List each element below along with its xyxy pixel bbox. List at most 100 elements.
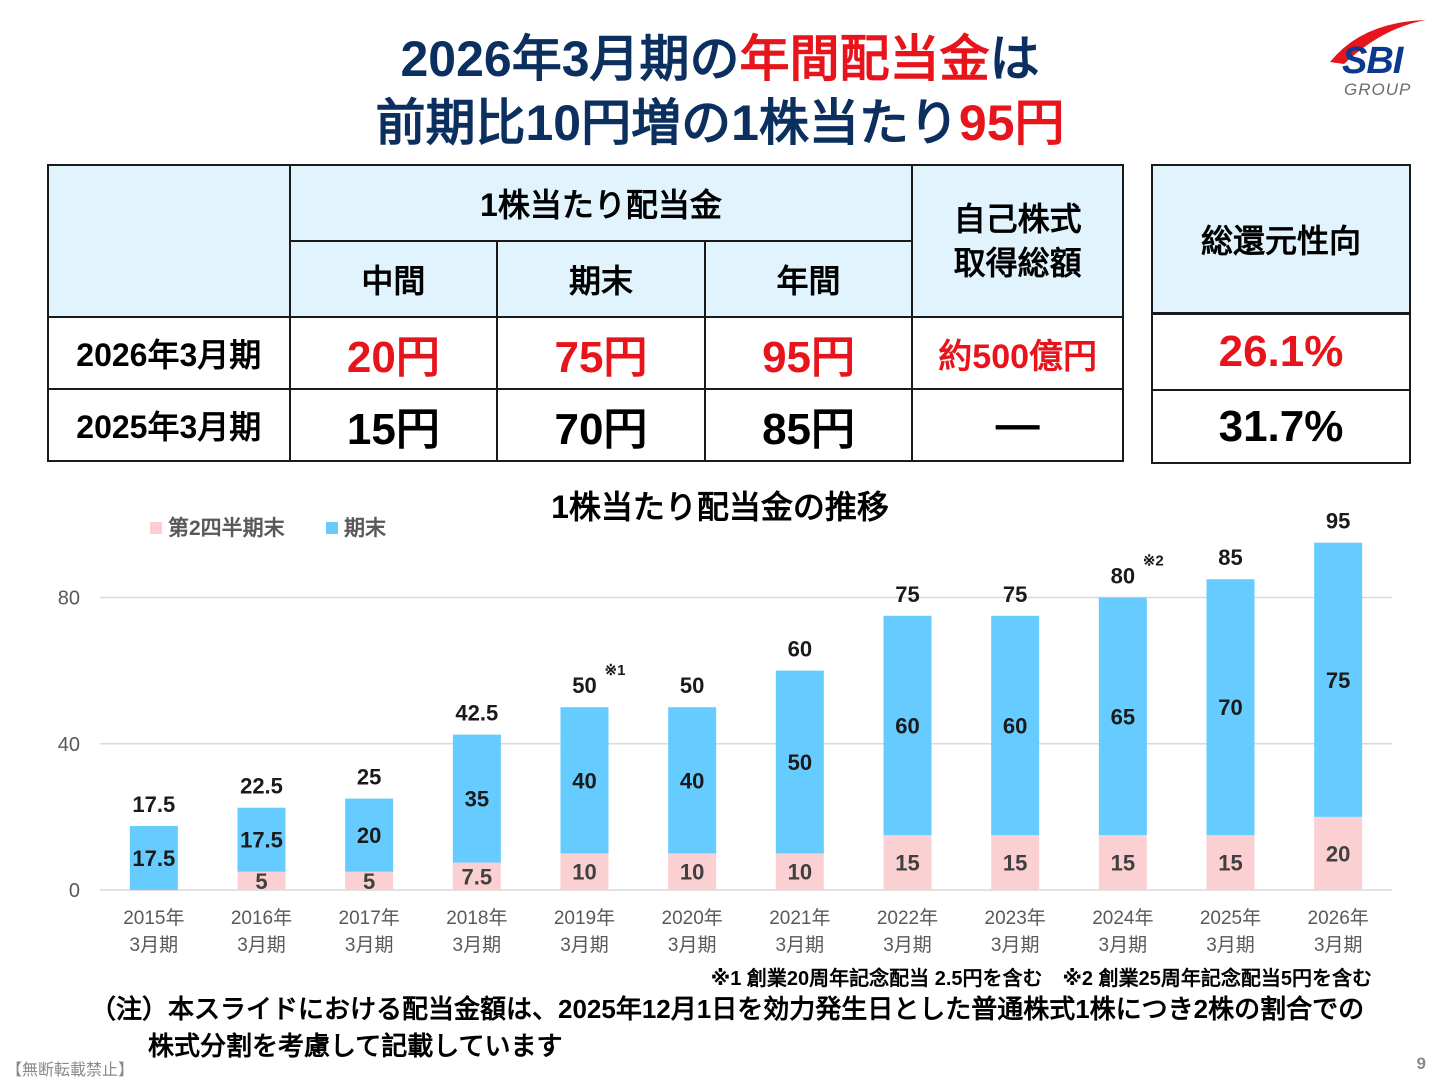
footnote-mark: ※1 [605, 662, 626, 679]
total-label: 25 [357, 765, 381, 790]
x-tick-label: 2024年 [1092, 907, 1153, 929]
x-tick-label: 3月期 [130, 934, 179, 956]
annual-header: 年間 [703, 240, 914, 318]
payout-value: 31.7% [1151, 389, 1411, 464]
legend-label: 第2四半期末 [168, 516, 286, 540]
total-label: 50 [680, 673, 704, 698]
empty-header-cell [47, 164, 291, 318]
title-part: 前期比10円増の1株当たり [375, 95, 959, 151]
x-tick-label: 2018年 [446, 907, 507, 929]
x-tick-label: 3月期 [776, 934, 825, 956]
sbi-group-logo: SBI GROUP [1322, 14, 1432, 104]
x-tick-label: 3月期 [1314, 934, 1363, 956]
total-label: 50 [572, 673, 596, 698]
legend-label: 期末 [344, 516, 387, 540]
segment-label: 60 [895, 713, 919, 738]
x-tick-label: 3月期 [991, 934, 1040, 956]
y-tick-label: 80 [58, 588, 80, 610]
x-tick-label: 3月期 [668, 934, 717, 956]
x-tick-label: 3月期 [560, 934, 609, 956]
x-tick-label: 3月期 [1206, 934, 1255, 956]
bar-segment [129, 826, 178, 890]
page-title-line1: 2026年3月期の年間配当金は [0, 28, 1440, 90]
year-end-header: 期末 [496, 240, 706, 318]
buyback-header: 自己株式 取得総額 [911, 164, 1124, 318]
bar-segment [452, 862, 501, 890]
chart-labels: 17.5 17.5 2015年 3月期 5 17.5 22.5 2016年 3月期 5 20 25 20… [123, 509, 1369, 956]
x-tick-label: 3月期 [1099, 934, 1148, 956]
bar-segment [1206, 579, 1255, 836]
payout-table: 総還元性向 26.1% 31.7% [1151, 164, 1411, 464]
total-label: 60 [788, 637, 812, 662]
title-highlight: 95円 [958, 95, 1065, 151]
segment-label: 10 [680, 860, 704, 885]
segment-label: 75 [1326, 668, 1350, 693]
interim-value: 20円 [288, 316, 499, 390]
bar-segment [237, 871, 286, 890]
chart-grid: 0 40 80 [58, 588, 1392, 902]
total-label: 17.5 [132, 792, 175, 817]
total-label: 22.5 [240, 774, 283, 799]
x-tick-label: 2020年 [662, 907, 723, 929]
bar-segment [1314, 542, 1363, 817]
x-tick-label: 2025年 [1200, 907, 1261, 929]
bar-segment [560, 707, 609, 854]
logo-subtext: GROUP [1344, 80, 1412, 99]
bar-segment [883, 835, 932, 890]
buyback-value: 約500億円 [911, 316, 1124, 390]
bar-segment [237, 807, 286, 872]
segment-label: 40 [572, 768, 596, 793]
payout-header: 総還元性向 [1151, 164, 1411, 314]
annual-value: 95円 [703, 316, 914, 390]
chart-legend: 第2四半期末 期末 [150, 516, 387, 540]
segment-label: 10 [572, 860, 596, 885]
bar-segment [991, 615, 1040, 836]
x-tick-label: 2021年 [769, 907, 830, 929]
page-number: 9 [1416, 1054, 1426, 1073]
bar-segment [668, 853, 717, 890]
segment-label: 65 [1111, 704, 1135, 729]
title-part: 2026年3月期の [400, 31, 740, 87]
x-tick-label: 2022年 [877, 907, 938, 929]
segment-label: 17.5 [132, 846, 175, 871]
dividend-header: 1株当たり配当金 [288, 164, 914, 242]
legend-swatch [150, 522, 162, 534]
y-tick-label: 0 [69, 880, 80, 902]
bar-segment [560, 853, 609, 890]
segment-label: 10 [788, 860, 812, 885]
note-line1: （注）本スライドにおける配当金額は、2025年12月1日を効力発生日とした普通株… [90, 994, 1365, 1024]
bar-segment [345, 871, 394, 890]
segment-label: 15 [1003, 851, 1027, 876]
payout-value: 26.1% [1151, 311, 1411, 391]
segment-label: 20 [357, 823, 381, 848]
footnote: ※1 創業20周年記念配当 2.5円を含む ※2 創業25周年記念配当5円を含む [710, 968, 1372, 990]
dividend-table: 1株当たり配当金 自己株式 取得総額 中間 期末 年間 2026年3月期 20円… [47, 164, 1124, 462]
x-tick-label: 3月期 [345, 934, 394, 956]
total-label: 42.5 [455, 701, 498, 726]
total-label: 75 [895, 582, 919, 607]
bar-segment [1098, 597, 1147, 836]
table-row: 2026年3月期 20円 75円 95円 約500億円 [47, 316, 1124, 390]
x-tick-label: 2017年 [339, 907, 400, 929]
segment-label: 5 [363, 869, 375, 894]
segment-label: 5 [255, 869, 267, 894]
title-highlight: 年間配当金 [739, 31, 990, 87]
buyback-value: ― [911, 388, 1124, 462]
row-label: 2026年3月期 [47, 316, 291, 390]
bar-segment [1314, 816, 1363, 890]
interim-value: 15円 [288, 388, 499, 462]
bar-segment [775, 853, 824, 890]
title-part: は [989, 31, 1040, 87]
segment-label: 50 [788, 750, 812, 775]
logo-swoosh-icon [1330, 20, 1426, 64]
footnote-mark: ※2 [1143, 553, 1164, 570]
segment-label: 70 [1218, 695, 1242, 720]
x-tick-label: 2019年 [554, 907, 615, 929]
total-label: 95 [1326, 509, 1350, 534]
segment-label: 40 [680, 768, 704, 793]
x-tick-label: 2015年 [123, 907, 184, 929]
year-end-value: 75円 [496, 316, 706, 390]
interim-header: 中間 [288, 240, 499, 318]
bar-segment [883, 615, 932, 836]
x-tick-label: 2026年 [1308, 907, 1369, 929]
